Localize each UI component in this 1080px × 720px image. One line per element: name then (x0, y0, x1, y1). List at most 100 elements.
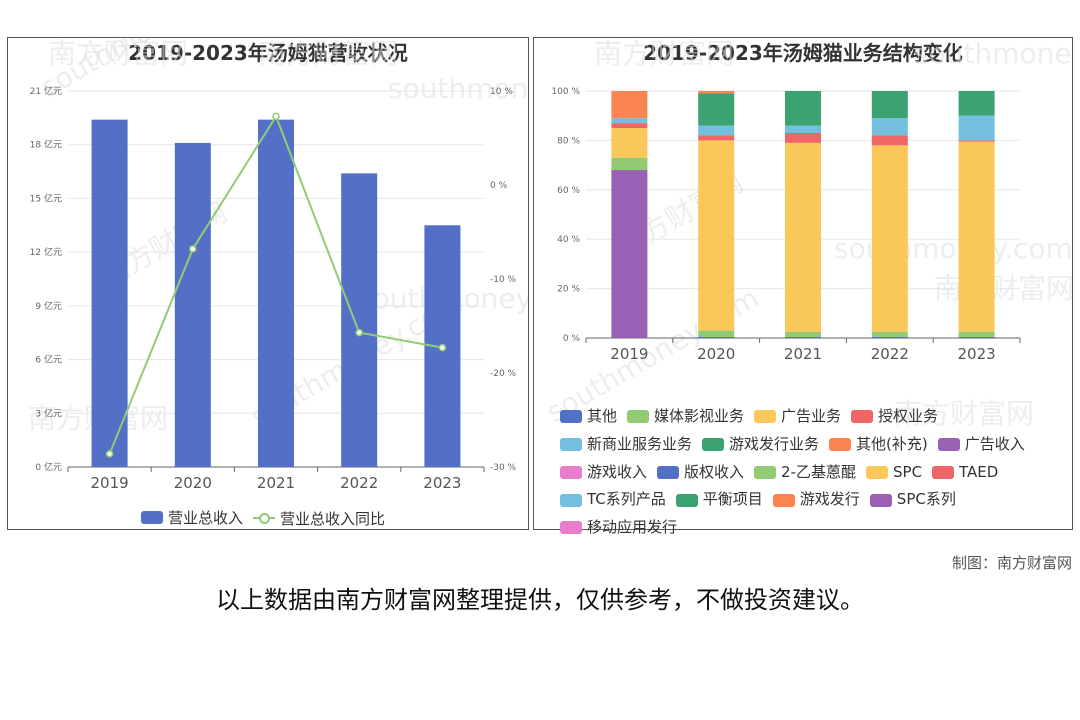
legend-item[interactable]: 媒体影视业务 (627, 404, 744, 430)
legend-swatch (560, 465, 582, 479)
legend-swatch (937, 438, 960, 451)
watermark-text: 南方财富网 (594, 38, 734, 70)
y-right-tick-label: -20 % (490, 369, 517, 379)
stacked-bar-segment (785, 142, 821, 332)
stacked-bar-segment (958, 140, 995, 142)
legend-item[interactable]: 版权收入 (657, 460, 744, 486)
stacked-bar-segment (698, 140, 735, 331)
structure-chart-title: 2019-2023年汤姆猫业务结构变化 (643, 41, 963, 65)
watermark-text: 南方财富网 (48, 38, 188, 70)
watermark-text: southmoney.com (834, 232, 1072, 265)
legend-item[interactable]: TAED (932, 460, 998, 486)
legend-label: 媒体影视业务 (654, 407, 745, 425)
legend-label: 其他 (587, 407, 618, 425)
y-right-tick-label: -30 % (490, 463, 517, 473)
legend-item[interactable]: SPC系列 (869, 487, 956, 513)
watermark-text: 南方财富网 (258, 38, 398, 70)
y-left-tick-label: 0 亿元 (35, 461, 62, 473)
legend-item[interactable]: 游戏发行 (772, 487, 860, 513)
revenue-bar (258, 119, 294, 468)
legend-label: 游戏发行业务 (729, 434, 820, 453)
stacked-bar-segment (785, 125, 821, 133)
legend-swatch (932, 465, 955, 479)
legend-label: 广告业务 (781, 407, 842, 425)
legend-item[interactable]: 营业总收入同比 (253, 508, 385, 529)
x-tick-label: 2021 (257, 474, 295, 492)
revenue-bar (341, 173, 378, 467)
revenue-bar (91, 119, 128, 468)
y-left-tick-label: 3 亿元 (35, 407, 62, 419)
legend-swatch (829, 438, 852, 451)
legend-item[interactable]: SPC (866, 460, 922, 486)
legend-item[interactable]: 其他 (560, 404, 617, 430)
legend-label: 营业总收入同比 (280, 509, 386, 528)
revenue-bar (174, 142, 211, 467)
structure-chart-panel: 2019-2023年汤姆猫业务结构变化 南方财富网 southmoney.com 南… (533, 37, 1073, 536)
y-tick-label: 0 % (563, 334, 581, 344)
legend-item[interactable]: 授权业务 (851, 404, 938, 430)
legend-swatch (140, 511, 163, 524)
legend-swatch (851, 410, 874, 424)
legend-item[interactable]: 游戏收入 (560, 460, 647, 486)
legend-label: 版权收入 (684, 462, 745, 481)
legend-item[interactable]: TC系列产品 (560, 487, 666, 513)
y-tick-label: 20 % (557, 285, 580, 295)
watermark-text: southmoney.com (388, 72, 528, 105)
stacked-bar-segment (958, 331, 995, 337)
legend-item[interactable]: 广告业务 (754, 404, 841, 430)
legend-item[interactable]: 平衡项目 (675, 487, 763, 513)
y-tick-label: 40 % (557, 235, 580, 245)
y-tick-label: 100 % (551, 87, 580, 97)
stacked-bar-segment (785, 336, 821, 338)
legend-swatch (754, 410, 777, 424)
stacked-bar-segment (698, 125, 735, 136)
stacked-bar-segment (611, 128, 648, 158)
legend-label: TAED (959, 462, 999, 481)
legend-item[interactable]: 游戏发行业务 (702, 432, 819, 458)
stacked-bar-segment (871, 91, 908, 119)
stacked-bar-segment (698, 135, 735, 141)
legend-swatch (869, 493, 892, 507)
yoy-point (189, 245, 197, 253)
stacked-bar-segment (698, 336, 735, 338)
legend-item[interactable]: 营业总收入 (140, 507, 243, 528)
y-left-tick-label: 9 亿元 (35, 300, 62, 312)
legend-swatch (560, 438, 582, 451)
legend-item[interactable]: 新商业服务业务 (560, 432, 692, 458)
y-left-tick-label: 18 亿元 (30, 139, 62, 151)
legend-label: 平衡项目 (702, 490, 763, 509)
legend-swatch (772, 493, 795, 507)
stacked-bar-segment (611, 118, 648, 124)
stacked-bar-segment (958, 115, 995, 141)
y-tick-label: 80 % (557, 136, 580, 146)
legend-item[interactable]: 移动应用发行 (560, 515, 677, 541)
x-tick-label: 2019 (610, 345, 648, 363)
legend-label: SPC (893, 462, 923, 481)
legend-swatch (754, 465, 777, 479)
disclaimer-note: 以上数据由南方财富网整理提供，仅供参考，不做投资建议。 (216, 586, 864, 614)
legend-item[interactable]: 广告收入 (937, 432, 1025, 458)
stacked-bar-segment (958, 91, 995, 116)
legend-item[interactable]: 其他(补充) (829, 432, 928, 458)
structure-chart-legend: 其他 媒体影视业务 广告业务 授权业务新商业服务业务 游戏发行业务 其他(补充) 广告收入游… (560, 404, 1060, 543)
yoy-point (105, 450, 114, 458)
stacked-bar-segment (785, 132, 821, 143)
legend-label: TC系列产品 (587, 490, 666, 509)
y-left-tick-label: 6 亿元 (35, 354, 62, 366)
legend-item[interactable]: 2-乙基蒽醌 (754, 460, 856, 486)
x-tick-label: 2020 (174, 474, 212, 492)
x-tick-label: 2023 (423, 474, 461, 492)
stacked-bar-segment (871, 331, 908, 337)
revenue-chart-panel: 2019-2023年汤姆猫营收状况 南方财富网southmoney.com南方财… (7, 37, 529, 530)
y-right-tick-label: -10 % (490, 275, 517, 285)
legend-swatch (560, 410, 582, 424)
legend-label: 授权业务 (878, 407, 939, 425)
legend-label: 移动应用发行 (587, 518, 678, 536)
watermark-text: southmoney.com (914, 38, 1072, 70)
legend-line-swatch (253, 512, 275, 524)
x-tick-label: 2019 (91, 474, 129, 492)
stacked-bar-segment (611, 91, 648, 119)
y-left-tick-label: 12 亿元 (30, 246, 62, 258)
stacked-bar-segment (958, 336, 995, 338)
y-left-tick-label: 21 亿元 (30, 85, 62, 97)
